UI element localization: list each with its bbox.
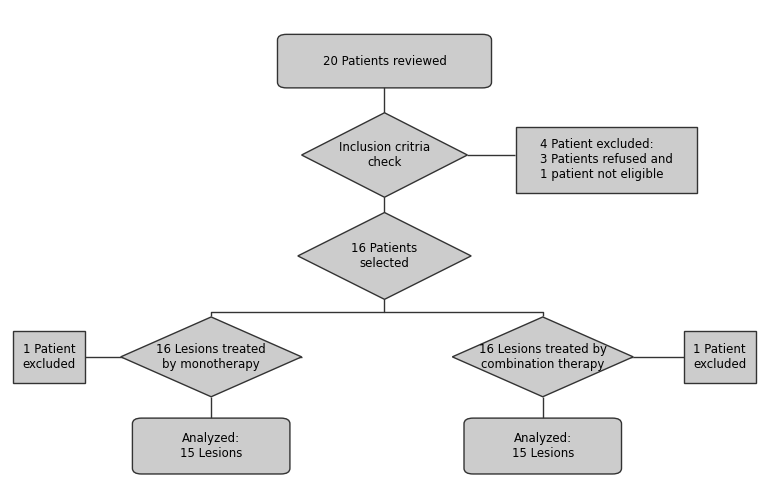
FancyBboxPatch shape [132,418,290,474]
Text: 16 Lesions treated by
combination therapy: 16 Lesions treated by combination therap… [479,343,607,371]
Text: 16 Lesions treated
by monotherapy: 16 Lesions treated by monotherapy [156,343,266,371]
Text: 20 Patients reviewed: 20 Patients reviewed [322,55,447,68]
Text: Analyzed:
15 Lesions: Analyzed: 15 Lesions [180,432,242,460]
Text: 16 Patients
selected: 16 Patients selected [351,242,418,270]
Polygon shape [121,317,301,397]
FancyBboxPatch shape [464,418,621,474]
Text: 4 Patient excluded:
3 Patients refused and
1 patient not eligible: 4 Patient excluded: 3 Patients refused a… [541,138,673,181]
Polygon shape [298,213,471,299]
Bar [517,127,697,193]
Text: Analyzed:
15 Lesions: Analyzed: 15 Lesions [511,432,574,460]
Bar [684,331,756,383]
Text: Inclusion critria
check: Inclusion critria check [339,141,430,169]
Bar [13,331,85,383]
Polygon shape [452,317,633,397]
Text: 1 Patient
excluded: 1 Patient excluded [22,343,76,371]
FancyBboxPatch shape [278,34,491,88]
Text: 1 Patient
excluded: 1 Patient excluded [693,343,747,371]
Polygon shape [301,113,468,197]
